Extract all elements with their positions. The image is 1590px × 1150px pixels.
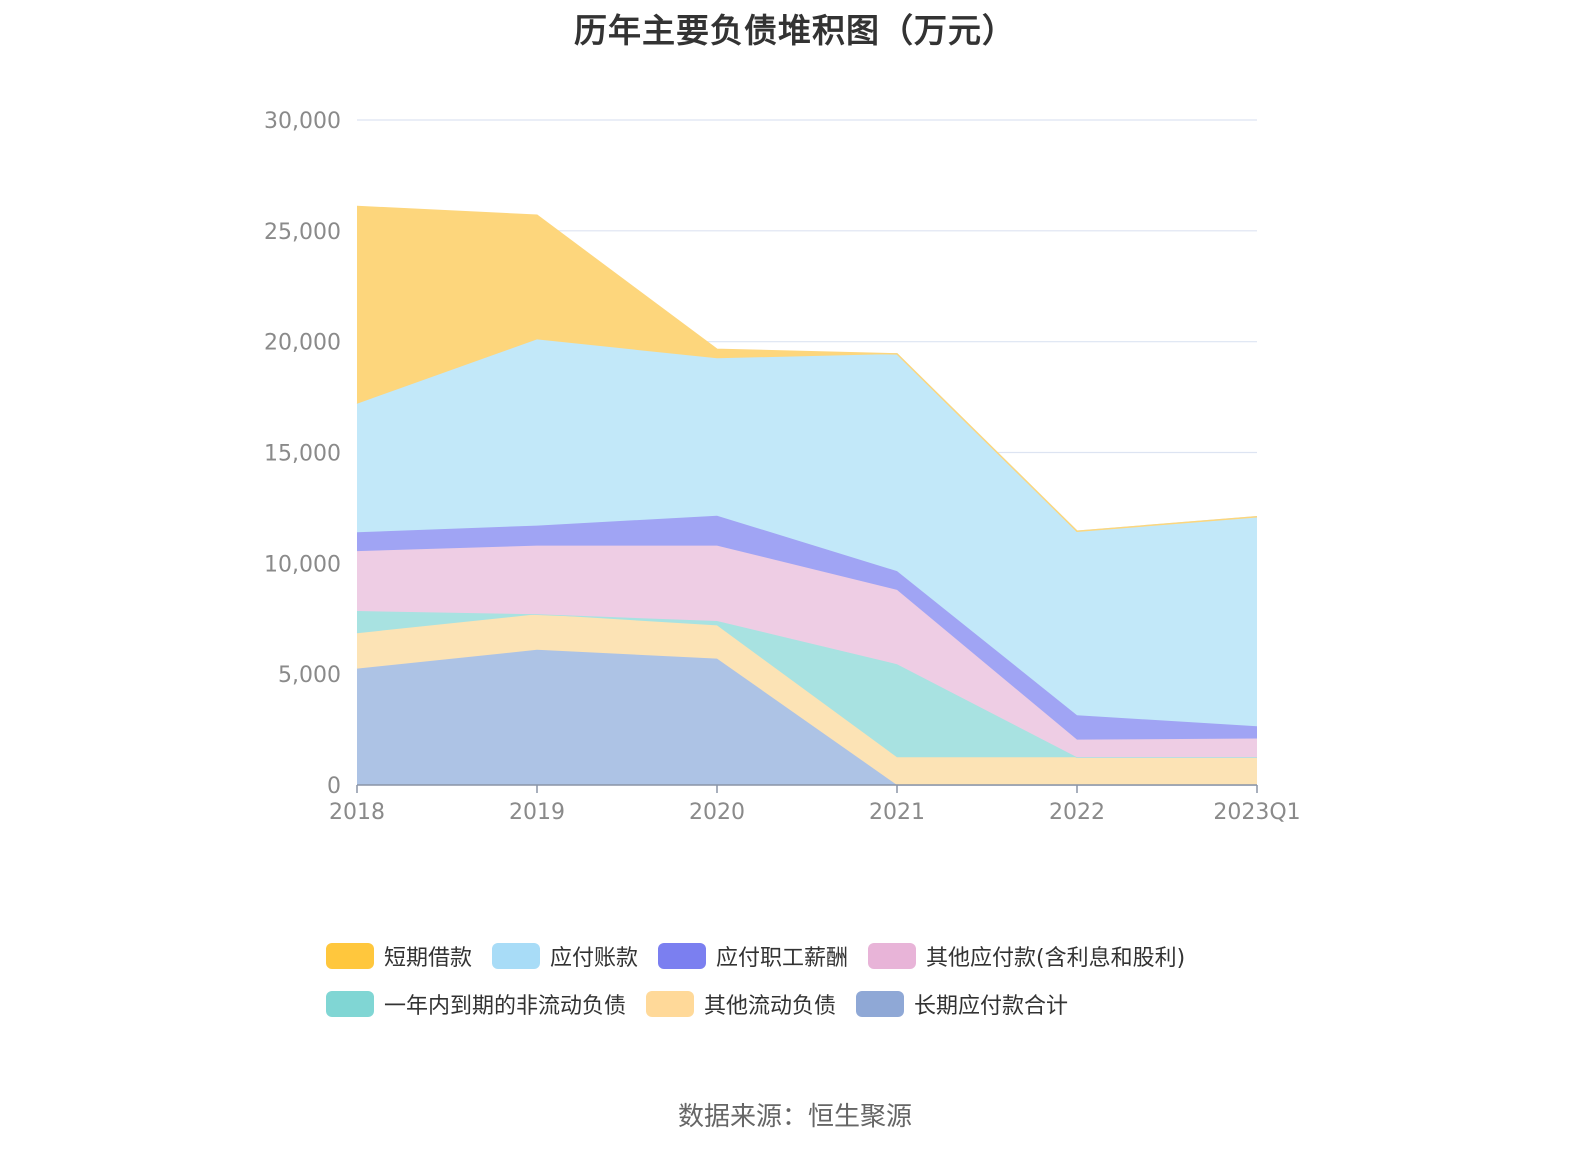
y-tick-label: 5,000 — [278, 663, 341, 688]
legend-item[interactable]: 短期借款 — [326, 940, 472, 972]
area-series — [357, 339, 1257, 727]
area-series-edge — [356, 205, 1258, 532]
legend-swatch — [326, 991, 374, 1017]
x-tick-label: 2018 — [329, 800, 385, 825]
stacked-areas — [356, 205, 1258, 786]
area-series — [357, 206, 1257, 532]
area-series — [357, 614, 1257, 785]
legend-item[interactable]: 一年内到期的非流动负债 — [326, 988, 626, 1020]
legend-item[interactable]: 长期应付款合计 — [856, 988, 1068, 1020]
legend-swatch — [326, 943, 374, 969]
legend-label: 应付职工薪酬 — [716, 946, 849, 971]
legend-swatch — [856, 991, 905, 1017]
legend-item[interactable]: 其他流动负债 — [646, 988, 836, 1020]
x-tick-label: 2021 — [869, 800, 925, 825]
legend-label: 应付账款 — [550, 946, 639, 971]
data-source: 数据来源：恒生聚源 — [677, 1102, 912, 1132]
y-tick-label: 0 — [327, 774, 341, 799]
area-series — [357, 515, 1257, 740]
area-series — [357, 545, 1257, 758]
legend-item[interactable]: 应付账款 — [492, 940, 638, 972]
x-tick-label: 2023Q1 — [1213, 800, 1300, 825]
legend-item[interactable]: 应付职工薪酬 — [658, 940, 848, 972]
x-tick-label: 2022 — [1049, 800, 1105, 825]
axes: 0 5,000 10,000 15,000 20,000 25,000 30,000 2018… — [264, 109, 1301, 825]
legend-swatch — [492, 943, 541, 969]
legend-swatch — [646, 991, 695, 1017]
y-tick-label: 25,000 — [264, 220, 341, 245]
x-tick-label: 2020 — [689, 800, 745, 825]
legend-label: 短期借款 — [384, 946, 473, 971]
legend-label: 其他应付款(含利息和股利) — [926, 946, 1186, 971]
legend-item[interactable]: 其他应付款(含利息和股利) — [868, 940, 1185, 972]
legend-label: 一年内到期的非流动负债 — [384, 994, 627, 1019]
legend-swatch — [658, 943, 707, 969]
legend-row: 短期借款 应付账款 应付职工薪酬 其他应付款(含利息和股利) — [326, 940, 1205, 972]
legend-label: 长期应付款合计 — [914, 994, 1069, 1019]
x-tick-label: 2019 — [509, 800, 565, 825]
y-tick-label: 15,000 — [264, 442, 341, 467]
area-series — [357, 649, 1257, 785]
y-tick-label: 30,000 — [264, 109, 341, 134]
legend-swatch — [868, 943, 917, 969]
legend-row: 一年内到期的非流动负债 其他流动负债 长期应付款合计 — [326, 988, 1088, 1020]
y-tick-label: 20,000 — [264, 331, 341, 356]
legend-label: 其他流动负债 — [704, 994, 837, 1019]
y-tick-label: 10,000 — [264, 552, 341, 577]
chart-title: 历年主要负债堆积图（万元） — [574, 11, 1016, 50]
area-series — [357, 611, 1257, 758]
